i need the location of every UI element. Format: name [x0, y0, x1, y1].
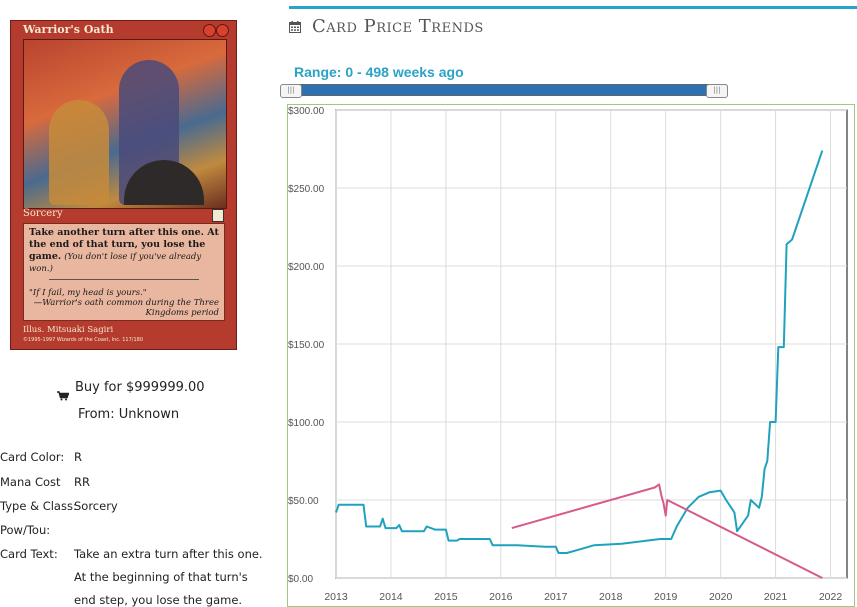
attribute-value: Sorcery [74, 499, 118, 513]
attribute-key: Pow/Tou: [0, 523, 51, 537]
y-tick-label: $300.00 [288, 106, 325, 117]
x-tick-label: 2022 [819, 591, 843, 603]
flavor-text: "If I fail, my head is yours." [29, 288, 147, 298]
copyright: ©1995-1997 Wizards of the Coast, Inc. 11… [23, 337, 143, 343]
y-axis-ticks: $0.00 $50.00 $100.00 $150.00 $200.00 $250.00 $… [288, 106, 325, 585]
x-tick-label: 2016 [489, 591, 513, 603]
price-series-line-1 [335, 150, 824, 554]
chart-frame [287, 104, 855, 607]
x-axis-ticks: 2013 2014 2015 2016 2017 2018 2019 2020 2021 2022 [324, 591, 842, 603]
range-slider-right-handle[interactable]: ||| [706, 84, 728, 98]
price-chart: $0.00 $50.00 $100.00 $150.00 $200.00 $250.00 $… [287, 104, 855, 607]
x-tick-label: 2020 [709, 591, 733, 603]
set-symbol-icon [212, 209, 224, 222]
seller-label: From: Unknown [78, 407, 180, 422]
attribute-value: RR [74, 475, 90, 489]
x-tick-label: 2019 [654, 591, 678, 603]
attribute-value: At the beginning of that turn's [74, 570, 248, 584]
rules-text: Take another turn after this one. At the… [29, 227, 219, 262]
flavor-attribution: —Warrior's oath common during the Three … [33, 298, 219, 318]
y-tick-label: $50.00 [288, 496, 319, 507]
illustrator: Illus. Mitsuaki Sagiri [23, 325, 114, 335]
card-image: Warrior's Oath Sorcery Take another turn… [10, 20, 237, 350]
price-trends-title: Card Price Trends [312, 16, 484, 37]
range-slider-left-handle[interactable]: ||| [280, 84, 302, 98]
attribute-key: Card Text: [0, 547, 58, 561]
art-figure [49, 100, 109, 205]
buy-button[interactable]: Buy for $999999.00 [75, 380, 205, 395]
card-type-line: Sorcery [23, 208, 63, 219]
x-tick-label: 2014 [379, 591, 403, 603]
chart-series [335, 150, 824, 579]
x-tick-label: 2017 [544, 591, 568, 603]
attribute-value: R [74, 450, 82, 464]
x-tick-label: 2015 [434, 591, 458, 603]
y-tick-label: $100.00 [288, 418, 325, 429]
red-mana-icon [216, 24, 229, 37]
section-top-border [289, 6, 857, 9]
x-tick-label: 2013 [324, 591, 348, 603]
range-slider[interactable] [283, 84, 728, 96]
cart-icon[interactable] [57, 391, 69, 401]
red-mana-icon [203, 24, 216, 37]
chart-grid [335, 109, 848, 579]
attribute-value: end step, you lose the game. [74, 593, 243, 607]
x-tick-label: 2021 [764, 591, 788, 603]
attribute-key: Card Color: [0, 450, 65, 464]
y-tick-label: $0.00 [288, 574, 313, 585]
card-art [23, 39, 227, 209]
calendar-icon [289, 21, 301, 33]
range-label: Range: 0 - 498 weeks ago [294, 64, 464, 80]
card-title: Warrior's Oath [23, 23, 114, 36]
card-textbox: Take another turn after this one. At the… [23, 223, 225, 321]
price-series-line-2 [511, 483, 823, 579]
y-tick-label: $250.00 [288, 184, 325, 195]
x-tick-label: 2018 [599, 591, 623, 603]
attribute-key: Mana Cost [0, 475, 61, 489]
attribute-value: Take an extra turn after this one. [74, 547, 263, 561]
attribute-key: Type & Class: [0, 499, 77, 513]
y-tick-label: $150.00 [288, 340, 325, 351]
y-tick-label: $200.00 [288, 262, 325, 273]
reminder-text: (You don't lose if you've already won.) [29, 252, 202, 274]
